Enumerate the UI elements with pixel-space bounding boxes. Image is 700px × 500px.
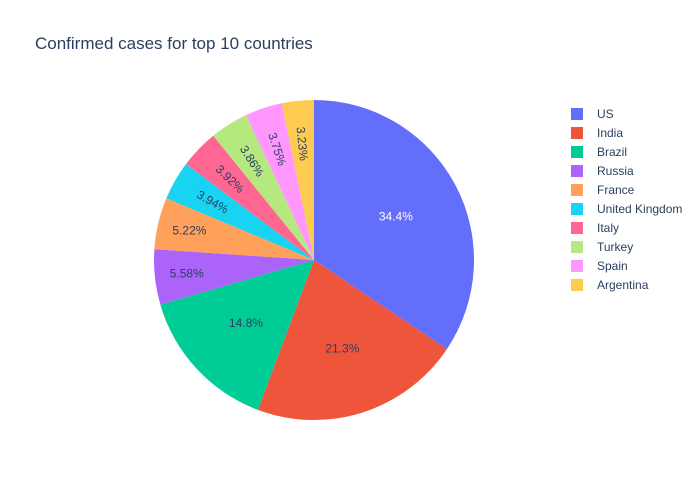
pie-slice-russia[interactable] <box>154 249 314 305</box>
legend-label: Brazil <box>597 145 627 159</box>
legend-item-italy[interactable]: Italy <box>571 221 619 235</box>
pie-label-brazil: 14.8% <box>229 316 263 330</box>
pie-label-india: 21.3% <box>325 341 359 355</box>
legend-label: Turkey <box>597 240 633 254</box>
legend[interactable]: US India Brazil Russia France United Kingdom I… <box>571 107 682 292</box>
pie-slice-brazil[interactable] <box>160 260 314 410</box>
legend-label: France <box>597 183 635 197</box>
legend-item-russia[interactable]: Russia <box>571 164 634 178</box>
legend-item-spain[interactable]: Spain <box>571 259 628 273</box>
legend-swatch <box>571 222 583 234</box>
legend-item-india[interactable]: India <box>571 126 623 140</box>
legend-swatch <box>571 184 583 196</box>
legend-item-france[interactable]: France <box>571 183 635 197</box>
legend-item-brazil[interactable]: Brazil <box>571 145 627 159</box>
pie-label-argentina: 3.23% <box>293 126 310 162</box>
pie-slices <box>154 99 475 421</box>
legend-label: India <box>597 126 623 140</box>
legend-label: Argentina <box>597 278 649 292</box>
pie-label-russia: 5.58% <box>170 267 204 281</box>
pie-slice-italy[interactable] <box>185 135 314 260</box>
legend-label: United Kingdom <box>597 202 682 216</box>
legend-label: Italy <box>597 221 619 235</box>
legend-item-us[interactable]: US <box>571 107 614 121</box>
pie-slice-turkey[interactable] <box>213 115 314 260</box>
pie-slice-spain[interactable] <box>246 103 314 260</box>
pie-slice-united-kingdom[interactable] <box>166 164 314 260</box>
legend-item-argentina[interactable]: Argentina <box>571 278 649 292</box>
legend-item-turkey[interactable]: Turkey <box>571 240 633 254</box>
legend-swatch <box>571 127 583 139</box>
pie-label-france: 5.22% <box>172 224 206 238</box>
legend-label: Spain <box>597 259 628 273</box>
legend-item-united-kingdom[interactable]: United Kingdom <box>571 202 682 216</box>
pie-label-us: 34.4% <box>379 209 413 223</box>
legend-swatch <box>571 146 583 158</box>
pie-slice-india[interactable] <box>257 260 447 421</box>
legend-swatch <box>571 108 583 120</box>
chart-title: Confirmed cases for top 10 countries <box>35 34 313 53</box>
legend-swatch <box>571 279 583 291</box>
legend-label: Russia <box>597 164 634 178</box>
legend-label: US <box>597 107 614 121</box>
legend-swatch <box>571 260 583 272</box>
pie-slice-us[interactable] <box>314 100 475 350</box>
legend-swatch <box>571 165 583 177</box>
legend-swatch <box>571 203 583 215</box>
legend-swatch <box>571 241 583 253</box>
pie-slice-france[interactable] <box>154 198 314 260</box>
pie-slice-argentina[interactable] <box>281 99 314 260</box>
